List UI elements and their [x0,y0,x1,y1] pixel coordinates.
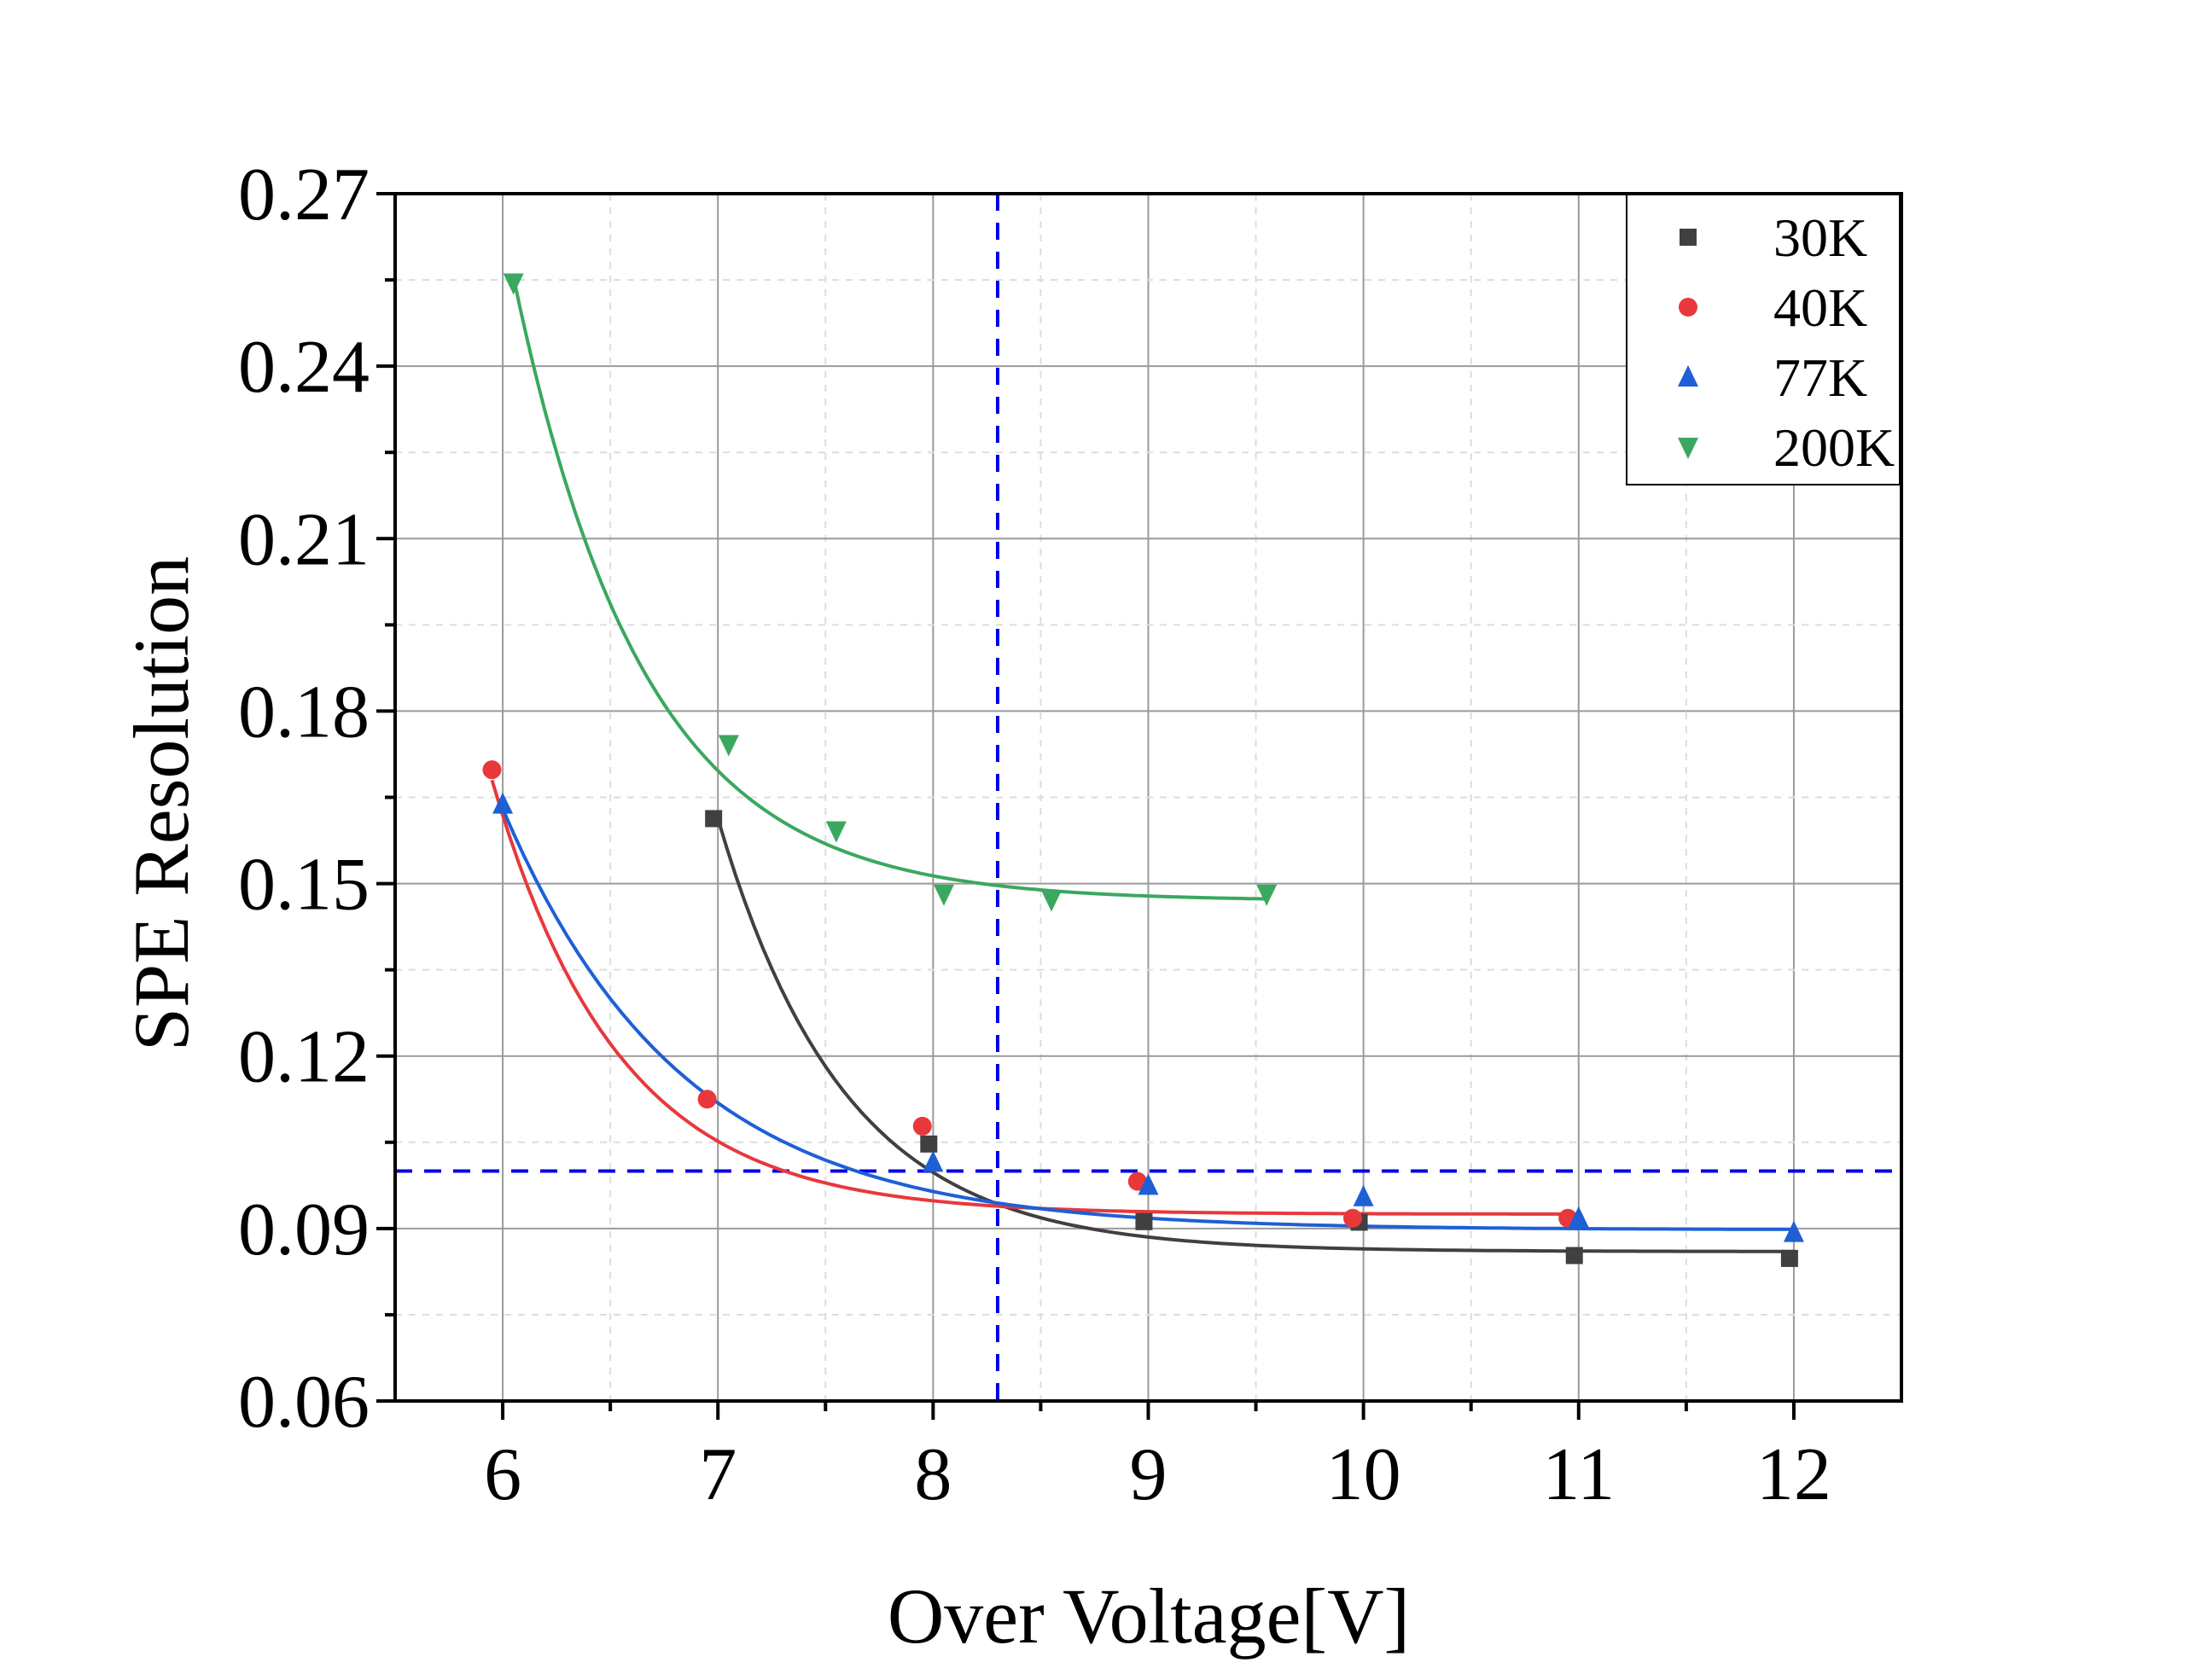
data-point-77k [492,792,514,814]
reference-lines [395,194,1901,1401]
y-tick-label: 0.21 [238,498,370,581]
data-point-40k [482,760,502,780]
data-point-30k [920,1135,938,1153]
data-point-200k [718,735,739,757]
data-point-40k [697,1090,717,1109]
x-tick-label: 6 [484,1433,521,1516]
fit-curve-200k [511,276,1267,901]
data-point-77k [1568,1206,1589,1228]
legend-label: 40K [1773,277,1867,338]
y-tick-label: 0.24 [238,326,370,409]
data-point-40k [1127,1171,1147,1191]
data-point-200k [1256,884,1278,906]
x-tick-labels: 6 7 8 9 10 11 12 [484,1433,1831,1516]
legend-box [1626,194,1901,485]
x-tick-label: 10 [1326,1433,1401,1516]
y-tick-label: 0.27 [238,154,370,236]
fit-curve-30k [716,817,1794,1253]
x-tick-label: 9 [1130,1433,1167,1516]
legend-label: 200K [1773,417,1895,478]
legend-marker-77k [1678,365,1698,387]
legend-marker-30k [1680,229,1697,246]
legend-marker-200k [1678,438,1698,459]
legend-label: 77K [1773,347,1867,408]
data-point-77k [1783,1220,1804,1242]
x-tick-label: 7 [699,1433,737,1516]
axis-ticks [376,192,1796,1420]
data-point-77k [1138,1173,1159,1195]
legend-label: 30K [1773,207,1867,268]
x-tick-label: 11 [1542,1433,1615,1516]
data-point-200k [933,884,954,906]
data-point-200k [1041,890,1063,912]
y-tick-label: 0.18 [238,671,370,753]
y-tick-label: 0.09 [238,1189,370,1271]
data-point-30k [705,810,723,828]
data-point-30k [1780,1249,1798,1267]
data-point-40k [912,1116,932,1136]
legend-marker-40k [1679,298,1697,317]
x-axis-label: Over Voltage[V] [888,1572,1410,1660]
y-tick-label: 0.12 [238,1016,370,1099]
y-tick-label: 0.06 [238,1361,370,1444]
y-axis-label: SPE Resolution [118,556,205,1051]
data-point-200k [503,273,524,295]
data-point-40k [1343,1208,1363,1228]
data-point-30k [1135,1212,1153,1230]
data-point-30k [1565,1247,1583,1264]
data-point-200k [825,821,847,843]
data-points [482,273,1804,1267]
y-tick-label: 0.15 [238,844,370,927]
data-point-77k [1353,1184,1374,1206]
x-tick-label: 12 [1756,1433,1831,1516]
data-point-77k [923,1150,944,1172]
legend: 30K 40K 77K 200K [1626,194,1901,485]
y-tick-labels: 0.06 0.09 0.12 0.15 0.18 0.21 0.24 0.27 [238,154,370,1444]
x-tick-label: 8 [914,1433,952,1516]
